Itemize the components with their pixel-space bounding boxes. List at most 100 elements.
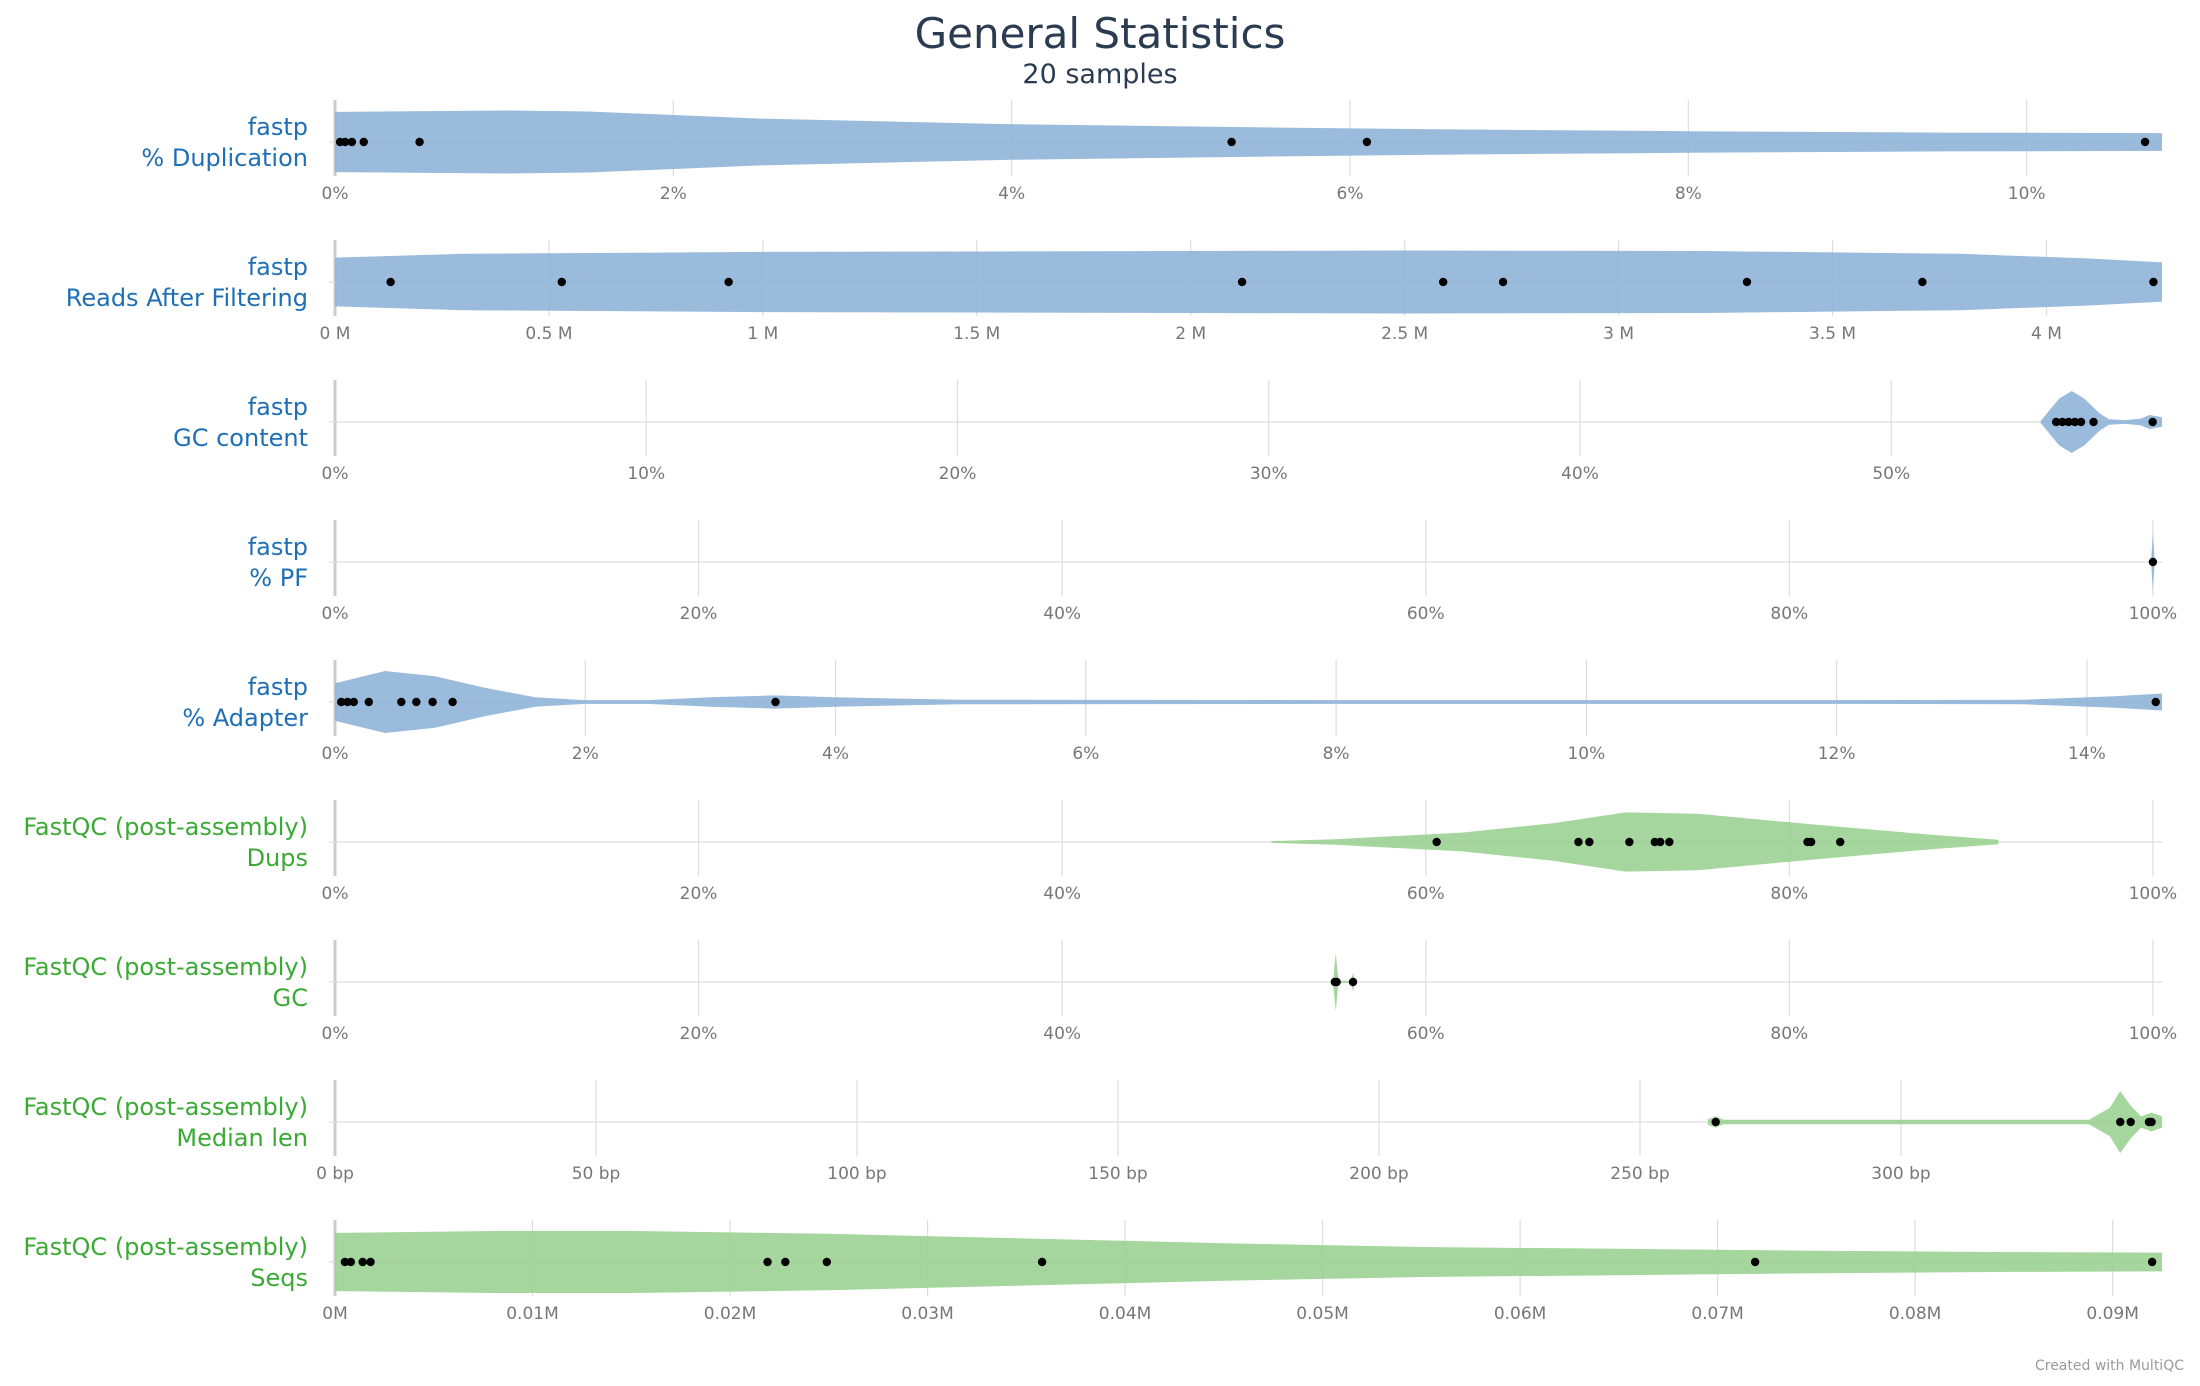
- data-point[interactable]: [1656, 837, 1665, 847]
- data-point[interactable]: [337, 697, 346, 707]
- data-point[interactable]: [340, 1257, 350, 1267]
- tick-label: 12%: [1818, 744, 1856, 764]
- data-point[interactable]: [412, 697, 421, 707]
- tick-label: 20%: [680, 604, 718, 624]
- data-point[interactable]: [366, 1257, 375, 1267]
- tick-label: 2%: [572, 744, 599, 764]
- row-7-gc: 0% 20% 40% 60% 80% 100% FastQC (post-assembly)…: [23, 940, 2177, 1044]
- data-point[interactable]: [2089, 417, 2098, 427]
- tick-label: 100%: [2129, 1024, 2178, 1044]
- data-point[interactable]: [1750, 1257, 1760, 1267]
- data-point[interactable]: [2147, 1257, 2157, 1267]
- row-metric-label: % PF: [249, 564, 308, 592]
- data-point[interactable]: [359, 137, 368, 147]
- data-point[interactable]: [2149, 277, 2158, 287]
- data-point[interactable]: [386, 277, 395, 287]
- data-point[interactable]: [397, 697, 406, 707]
- data-point[interactable]: [781, 1257, 790, 1267]
- data-point[interactable]: [2070, 417, 2080, 427]
- row-group-label: FastQC (post-assembly): [23, 1093, 308, 1121]
- data-point[interactable]: [1237, 277, 1247, 287]
- tick-label: 0.08M: [1889, 1304, 1942, 1324]
- data-point[interactable]: [1037, 1257, 1047, 1267]
- data-point[interactable]: [347, 137, 357, 147]
- row-metric-label: Seqs: [250, 1264, 308, 1292]
- row-metric-label: % Adapter: [182, 704, 308, 732]
- tick-label: 0%: [322, 604, 349, 624]
- data-point[interactable]: [724, 277, 733, 287]
- data-point[interactable]: [557, 277, 566, 287]
- tick-label: 100 bp: [827, 1164, 886, 1184]
- data-point[interactable]: [364, 697, 373, 707]
- tick-label: 20%: [939, 464, 977, 484]
- data-point[interactable]: [2064, 417, 2073, 427]
- data-point[interactable]: [2148, 557, 2158, 567]
- data-point[interactable]: [343, 697, 352, 707]
- data-point[interactable]: [1438, 277, 1448, 287]
- data-point[interactable]: [1432, 837, 1441, 847]
- violin-shape: [335, 1231, 2162, 1293]
- credit-text: Created with MultiQC: [2035, 1358, 2184, 1374]
- row-metric-label: GC content: [173, 424, 308, 452]
- row-metric-label: Median len: [176, 1124, 308, 1152]
- data-point[interactable]: [1574, 837, 1583, 847]
- data-point[interactable]: [2151, 697, 2160, 707]
- data-point[interactable]: [448, 697, 457, 707]
- data-point[interactable]: [1585, 837, 1594, 847]
- data-point[interactable]: [2058, 417, 2067, 427]
- data-point[interactable]: [771, 697, 780, 707]
- tick-label: 8%: [1323, 744, 1350, 764]
- data-point[interactable]: [1227, 137, 1236, 147]
- tick-label: 0.01M: [506, 1304, 559, 1324]
- data-point[interactable]: [1742, 277, 1752, 287]
- data-point[interactable]: [822, 1257, 832, 1267]
- data-point[interactable]: [1711, 1117, 1720, 1127]
- tick-label: 0.06M: [1494, 1304, 1547, 1324]
- data-point[interactable]: [1836, 837, 1845, 847]
- tick-label: 10%: [627, 464, 665, 484]
- data-point[interactable]: [346, 1257, 356, 1267]
- data-point[interactable]: [2126, 1117, 2135, 1127]
- data-point[interactable]: [1665, 837, 1674, 847]
- tick-label: 1.5 M: [953, 324, 1000, 344]
- data-point[interactable]: [358, 1257, 367, 1267]
- tick-label: 60%: [1407, 884, 1445, 904]
- row-1-duplication: 0% 2% 4% 6% 8% 10% fastp % Duplication: [141, 100, 2162, 204]
- violin-shape: [1271, 812, 1999, 872]
- tick-label: 100%: [2129, 884, 2178, 904]
- violin-shape: [1707, 1091, 2162, 1153]
- tick-label: 2%: [660, 184, 687, 204]
- tick-label: 2.5 M: [1381, 324, 1428, 344]
- data-point[interactable]: [2076, 417, 2086, 427]
- data-point[interactable]: [1498, 277, 1508, 287]
- tick-label: 60%: [1407, 1024, 1445, 1044]
- data-point[interactable]: [1806, 837, 1816, 847]
- tick-label: 20%: [680, 1024, 718, 1044]
- tick-label: 0.04M: [1099, 1304, 1152, 1324]
- data-point[interactable]: [2140, 137, 2150, 147]
- data-point[interactable]: [2051, 417, 2061, 427]
- tick-label: 0%: [322, 184, 349, 204]
- data-point[interactable]: [415, 137, 424, 147]
- data-point[interactable]: [1625, 837, 1634, 847]
- data-point[interactable]: [349, 697, 358, 707]
- tick-label: 40%: [1043, 884, 1081, 904]
- data-point[interactable]: [1348, 977, 1358, 987]
- tick-label: 2 M: [1175, 324, 1206, 344]
- data-point[interactable]: [1918, 277, 1927, 287]
- data-point[interactable]: [2116, 1117, 2125, 1127]
- data-point[interactable]: [1362, 137, 1372, 147]
- data-point[interactable]: [1332, 977, 1341, 987]
- tick-label: 50%: [1872, 464, 1910, 484]
- data-point[interactable]: [340, 137, 350, 147]
- tick-label: 20%: [680, 884, 718, 904]
- tick-label: 14%: [2068, 744, 2106, 764]
- tick-label: 250 bp: [1610, 1164, 1669, 1184]
- data-point[interactable]: [428, 697, 437, 707]
- row-group-label: fastp: [248, 673, 308, 701]
- tick-label: 80%: [1770, 1024, 1808, 1044]
- data-point[interactable]: [2148, 417, 2157, 427]
- data-point[interactable]: [763, 1257, 772, 1267]
- data-point[interactable]: [2147, 1117, 2156, 1127]
- tick-label: 300 bp: [1871, 1164, 1930, 1184]
